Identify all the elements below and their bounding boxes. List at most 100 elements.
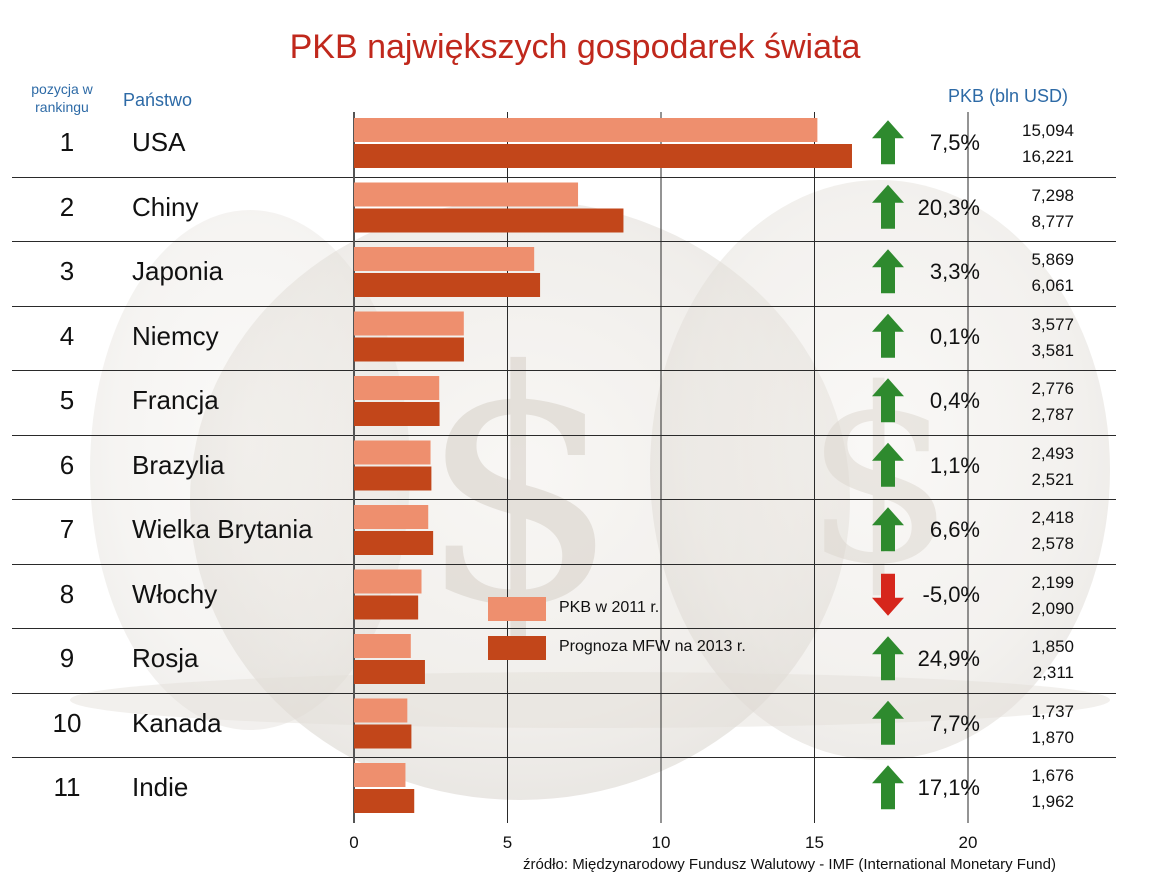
change-percent: 6,6% [929,517,980,543]
row-separator [12,563,1116,565]
arrow-up-icon [872,507,904,552]
rank-number: 8 [59,578,75,609]
bar-2011 [354,698,408,723]
gdp-value-2011: 1,850 [1031,637,1074,656]
bar-2013 [354,402,440,426]
change-percent: 7,5% [929,130,980,156]
country-name: Francja [132,385,219,416]
arrow-up-icon [872,249,904,294]
rank-number: 9 [59,643,75,674]
gdp-value-2011: 2,418 [1031,508,1074,527]
x-tick-label: 15 [805,833,824,852]
gdp-value-2011: 15,094 [1022,121,1074,140]
rank-number: 10 [52,707,82,738]
arrow-up-icon [872,636,904,681]
gdp-values: 2,418 2,578 [992,505,1074,557]
gdp-values: 5,869 6,061 [992,247,1074,299]
bar-2013 [354,208,624,233]
gdp-value-2013: 2,521 [1031,469,1074,489]
row-separator [12,305,1116,307]
gdp-value-2013: 2,578 [1031,534,1074,553]
gdp-value-2011: 2,776 [1031,379,1074,398]
gdp-values: 1,737 1,870 [992,699,1074,751]
x-tick-label: 10 [651,833,671,852]
rank-number: 7 [59,514,75,545]
arrow-up-icon [872,442,904,487]
country-name: Japonia [132,256,224,287]
arrow-up-icon [872,313,904,358]
gdp-value-2011: 2,199 [1031,572,1074,592]
change-percent: 0,1% [929,323,980,349]
row-separator [12,176,1116,178]
country-name: Indie [132,772,189,803]
gdp-values: 1,850 2,311 [992,634,1074,686]
arrow-up-icon [872,700,904,745]
gdp-value-2013: 1,870 [1031,727,1074,747]
gdp-value-2011: 1,676 [1031,766,1074,785]
bar-2013 [354,466,432,491]
bar-2013 [354,789,415,813]
row-separator [12,499,1116,500]
change-percent: 20,3% [917,194,980,220]
bar-2011 [354,569,422,594]
gdp-value-2013: 8,777 [1031,211,1074,231]
bar-2013 [354,337,464,362]
x-tick-label: 0 [349,833,359,852]
rank-number: 5 [59,385,75,416]
bar-2013 [354,531,434,555]
rank-number: 11 [53,772,81,803]
change-percent: 3,3% [929,259,980,285]
gdp-value-2011: 5,869 [1031,250,1074,269]
legend-swatch-2013 [488,636,546,660]
gdp-value-2013: 2,090 [1031,598,1074,618]
rank-column-header: pozycja w rankingu [31,81,93,115]
rank-number: 2 [59,191,75,222]
country-name: USA [132,127,186,158]
gdp-values: 3,577 3,581 [992,312,1074,364]
change-percent: 0,4% [929,388,980,414]
gdp-values: 2,199 2,090 [992,570,1074,622]
country-name: Brazylia [132,449,225,480]
country-name: Wielka Brytania [132,514,313,545]
bar-2011 [354,118,818,142]
change-percent: 7,7% [929,710,980,736]
x-tick-label: 20 [958,833,978,852]
svg-text:$: $ [804,337,957,617]
country-name: Rosja [132,643,199,674]
arrow-up-icon [872,184,904,229]
gdp-column-header: PKB (bln USD) [948,86,1069,106]
bar-2011 [354,505,429,529]
row-separator [12,757,1116,758]
rank-number: 3 [59,256,75,287]
gdp-value-2011: 3,577 [1031,314,1074,334]
country-column-header: Państwo [123,90,193,110]
bar-2011 [354,376,440,400]
gdp-values: 15,094 16,221 [992,118,1074,170]
bar-2013 [354,595,419,620]
country-name: Kanada [132,707,222,738]
gdp-value-2013: 2,787 [1031,405,1074,424]
gdp-value-2013: 2,311 [1032,663,1074,682]
row-separator [12,628,1116,629]
gdp-value-2013: 3,581 [1031,340,1074,360]
gdp-value-2011: 7,298 [1031,185,1074,205]
country-name: Włochy [132,578,218,609]
bar-2013 [354,724,412,749]
arrow-down-icon [872,573,904,616]
row-separator [12,434,1116,436]
change-percent: 24,9% [917,646,980,672]
x-tick-label: 5 [502,833,513,852]
gdp-value-2013: 16,221 [1022,147,1074,166]
row-separator [12,692,1116,694]
bar-2011 [354,247,535,271]
change-percent: 1,1% [929,452,980,478]
bar-2011 [354,440,431,465]
bar-2011 [354,182,579,207]
bar-2013 [354,273,541,297]
chart-title: PKB największych gospodarek świata [289,28,861,66]
legend-swatch-2011 [488,597,546,621]
legend-label-2013: Prognoza MFW na 2013 r. [559,638,746,655]
arrow-up-icon [872,765,904,810]
gdp-values: 7,298 8,777 [992,183,1074,235]
